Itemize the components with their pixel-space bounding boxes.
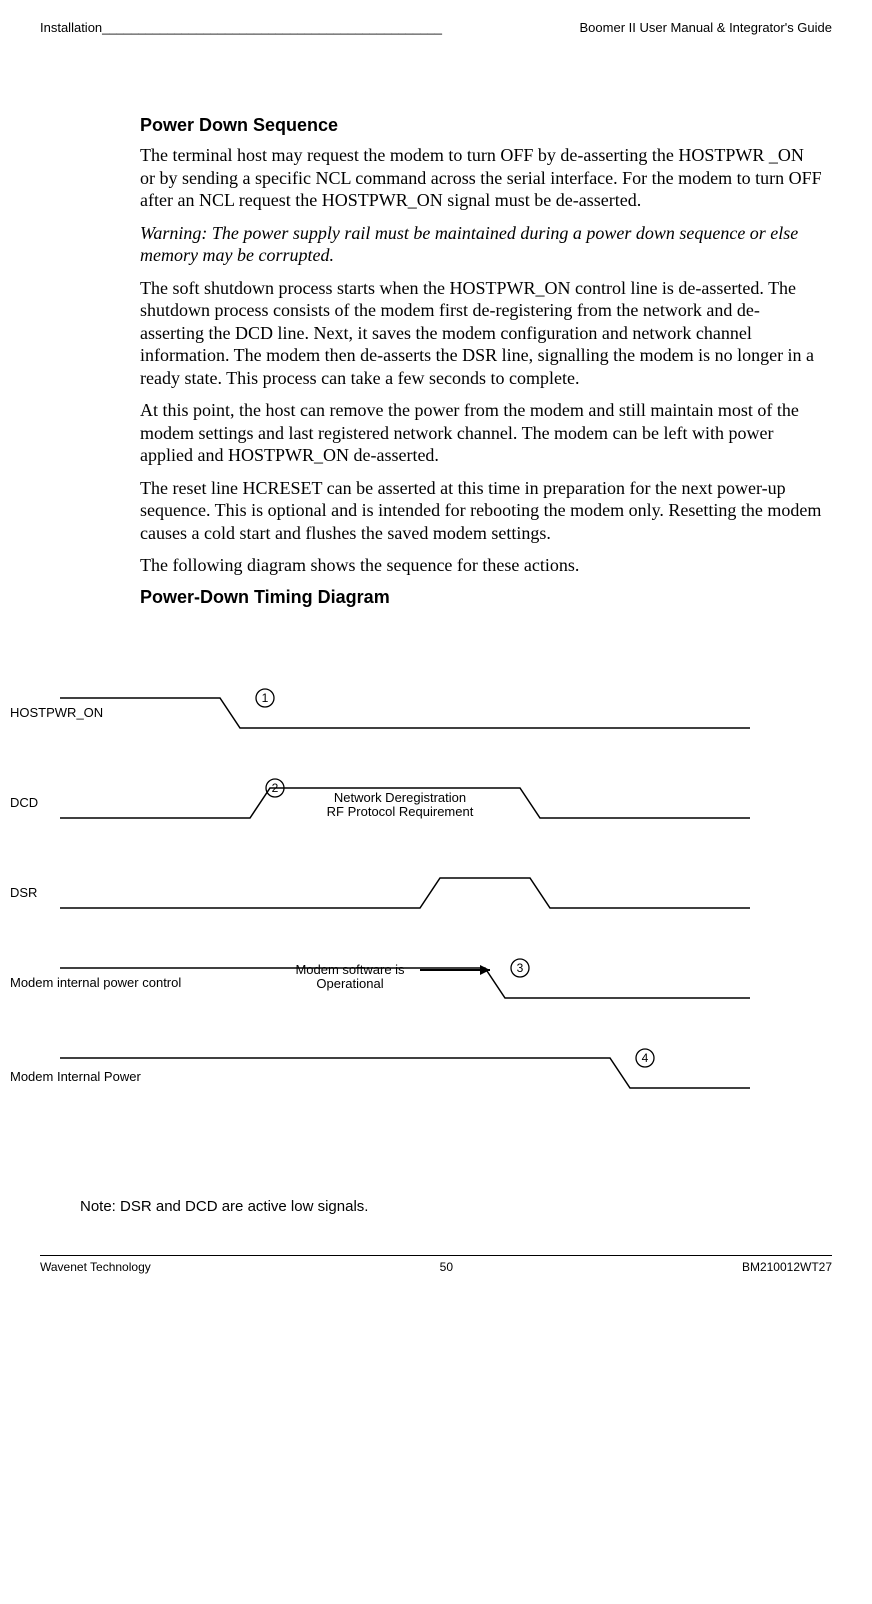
paragraph-warning: Warning: The power supply rail must be m…: [140, 222, 822, 267]
header-right: Boomer II User Manual & Integrator's Gui…: [580, 20, 832, 35]
svg-text:DCD: DCD: [10, 795, 38, 810]
svg-text:RF Protocol Requirement: RF Protocol Requirement: [327, 804, 474, 819]
svg-text:HOSTPWR_ON: HOSTPWR_ON: [10, 705, 103, 720]
paragraph-4: At this point, the host can remove the p…: [140, 399, 822, 467]
svg-text:3: 3: [517, 961, 524, 975]
svg-text:Modem Internal Power: Modem Internal Power: [10, 1069, 141, 1084]
svg-text:1: 1: [262, 691, 269, 705]
paragraph-6: The following diagram shows the sequence…: [140, 554, 822, 577]
section-title-power-down: Power Down Sequence: [140, 115, 822, 136]
header-left: Installation____________________________…: [40, 20, 442, 35]
page-footer: Wavenet Technology 50 BM210012WT27: [40, 1255, 832, 1274]
footer-right: BM210012WT27: [742, 1260, 832, 1274]
footer-left: Wavenet Technology: [40, 1260, 151, 1274]
section-title-timing-diagram: Power-Down Timing Diagram: [140, 587, 822, 608]
footer-page-number: 50: [440, 1260, 453, 1274]
timing-diagram-svg: HOSTPWR_ON 1 DCD 2 Network DeregistrationRF …: [0, 648, 770, 1168]
paragraph-3: The soft shutdown process starts when th…: [140, 277, 822, 390]
paragraph-5: The reset line HCRESET can be asserted a…: [140, 477, 822, 545]
paragraph-1: The terminal host may request the modem …: [140, 144, 822, 212]
svg-text:Network Deregistration: Network Deregistration: [334, 790, 466, 805]
timing-diagram: HOSTPWR_ON 1 DCD 2 Network DeregistrationRF …: [0, 648, 832, 1168]
page-header: Installation____________________________…: [40, 20, 832, 35]
svg-text:Modem internal power control: Modem internal power control: [10, 975, 181, 990]
svg-text:Operational: Operational: [316, 976, 383, 991]
svg-text:DSR: DSR: [10, 885, 37, 900]
svg-text:Modem software is: Modem software is: [295, 962, 405, 977]
diagram-note: Note: DSR and DCD are active low signals…: [80, 1198, 832, 1215]
svg-text:2: 2: [272, 781, 279, 795]
svg-text:4: 4: [642, 1051, 649, 1065]
